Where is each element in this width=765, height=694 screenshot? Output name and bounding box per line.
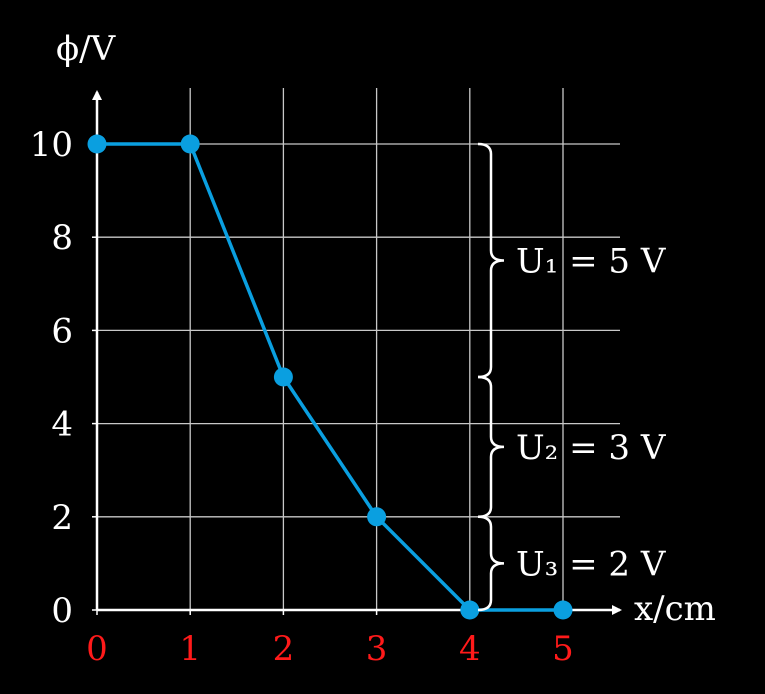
y-tick-label: 2 <box>51 498 73 538</box>
tick-labels: 0 2 4 6 8 10 0 1 2 3 4 5 <box>30 125 574 669</box>
axes <box>92 90 622 615</box>
x-tick-label: 1 <box>179 629 201 669</box>
data-point <box>180 134 200 154</box>
brace-label: U₂ = 3 V <box>516 428 667 468</box>
x-tick-label: 4 <box>459 629 481 669</box>
y-tick-label: 10 <box>30 125 73 165</box>
grid <box>97 88 620 610</box>
data-point <box>553 600 573 620</box>
data-point <box>460 600 480 620</box>
brace-label: U₃ = 2 V <box>516 544 667 584</box>
x-tick-label: 3 <box>366 629 388 669</box>
brace <box>477 515 505 612</box>
data-point <box>273 367 293 387</box>
data-point <box>87 134 107 154</box>
brace <box>477 375 505 519</box>
y-axis-label: ϕ/V <box>56 29 117 69</box>
y-tick-label: 4 <box>51 405 73 445</box>
x-tick-label: 2 <box>273 629 295 669</box>
brace-annotations: U₁ = 5 V U₂ = 3 V U₃ = 2 V <box>477 142 667 612</box>
y-tick-label: 0 <box>51 591 73 631</box>
brace-label: U₁ = 5 V <box>516 242 667 282</box>
brace <box>477 142 505 379</box>
x-tick-label: 0 <box>86 629 108 669</box>
x-axis-label: x/cm <box>634 589 716 629</box>
y-tick-label: 6 <box>51 311 73 351</box>
y-tick-label: 8 <box>51 218 73 258</box>
series-group <box>87 134 573 620</box>
data-point <box>367 507 387 527</box>
x-tick-label: 5 <box>552 629 574 669</box>
series-line <box>97 142 563 612</box>
